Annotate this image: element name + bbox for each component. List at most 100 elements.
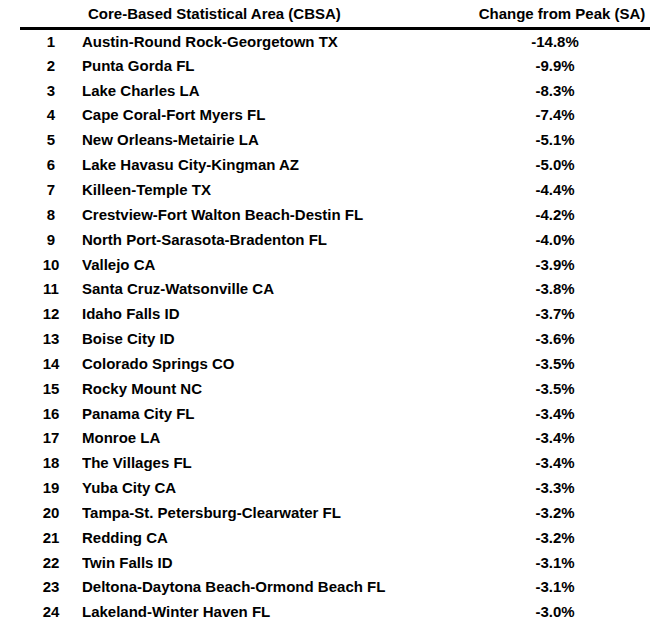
change-cell: -3.5% xyxy=(460,376,650,401)
rank-cell: 10 xyxy=(20,252,82,277)
table-row: 2 Punta Gorda FL -9.9% xyxy=(20,53,650,78)
cbsa-cell: Santa Cruz-Watsonville CA xyxy=(82,276,460,301)
rank-cell: 4 xyxy=(20,103,82,128)
rank-cell: 21 xyxy=(20,525,82,550)
change-cell: -3.2% xyxy=(460,500,650,525)
table-row: 14 Colorado Springs CO -3.5% xyxy=(20,351,650,376)
table-row: 6 Lake Havasu City-Kingman AZ -5.0% xyxy=(20,152,650,177)
rank-cell: 14 xyxy=(20,351,82,376)
header-row: Core-Based Statistical Area (CBSA) Chang… xyxy=(20,0,650,28)
rank-cell: 16 xyxy=(20,401,82,426)
rank-cell: 6 xyxy=(20,152,82,177)
cbsa-cell: Idaho Falls ID xyxy=(82,301,460,326)
cbsa-cell: Lakeland-Winter Haven FL xyxy=(82,599,460,624)
change-cell: -4.4% xyxy=(460,177,650,202)
change-cell: -8.3% xyxy=(460,78,650,103)
rank-cell: 12 xyxy=(20,301,82,326)
cbsa-cell: Boise City ID xyxy=(82,326,460,351)
cbsa-cell: Punta Gorda FL xyxy=(82,53,460,78)
rank-cell: 24 xyxy=(20,599,82,624)
table-row: 10 Vallejo CA -3.9% xyxy=(20,252,650,277)
change-cell: -3.3% xyxy=(460,475,650,500)
change-cell: -5.1% xyxy=(460,127,650,152)
cbsa-cell: Austin-Round Rock-Georgetown TX xyxy=(82,28,460,53)
rank-cell: 1 xyxy=(20,28,82,53)
change-cell: -3.4% xyxy=(460,426,650,451)
change-cell: -3.4% xyxy=(460,401,650,426)
rank-cell: 13 xyxy=(20,326,82,351)
cbsa-cell: Panama City FL xyxy=(82,401,460,426)
cbsa-cell: New Orleans-Metairie LA xyxy=(82,127,460,152)
cbsa-cell: North Port-Sarasota-Bradenton FL xyxy=(82,227,460,252)
rank-cell: 11 xyxy=(20,276,82,301)
rank-cell: 23 xyxy=(20,575,82,600)
table-body: 1 Austin-Round Rock-Georgetown TX -14.8%… xyxy=(20,28,650,624)
cbsa-cell: Redding CA xyxy=(82,525,460,550)
change-cell: -4.0% xyxy=(460,227,650,252)
rank-cell: 18 xyxy=(20,450,82,475)
change-cell: -7.4% xyxy=(460,103,650,128)
table-row: 24 Lakeland-Winter Haven FL -3.0% xyxy=(20,599,650,624)
cbsa-cell: Vallejo CA xyxy=(82,252,460,277)
rank-cell: 20 xyxy=(20,500,82,525)
cbsa-cell: Crestview-Fort Walton Beach-Destin FL xyxy=(82,202,460,227)
table-row: 19 Yuba City CA -3.3% xyxy=(20,475,650,500)
table-row: 8 Crestview-Fort Walton Beach-Destin FL … xyxy=(20,202,650,227)
cbsa-cell: Killeen-Temple TX xyxy=(82,177,460,202)
change-cell: -9.9% xyxy=(460,53,650,78)
table-row: 9 North Port-Sarasota-Bradenton FL -4.0% xyxy=(20,227,650,252)
rank-cell: 19 xyxy=(20,475,82,500)
cbsa-cell: Lake Charles LA xyxy=(82,78,460,103)
change-cell: -3.0% xyxy=(460,599,650,624)
table-row: 4 Cape Coral-Fort Myers FL -7.4% xyxy=(20,103,650,128)
table-row: 22 Twin Falls ID -3.1% xyxy=(20,550,650,575)
table-row: 11 Santa Cruz-Watsonville CA -3.8% xyxy=(20,276,650,301)
cbsa-cell: Yuba City CA xyxy=(82,475,460,500)
table-row: 15 Rocky Mount NC -3.5% xyxy=(20,376,650,401)
rank-cell: 7 xyxy=(20,177,82,202)
cbsa-cell: Rocky Mount NC xyxy=(82,376,460,401)
cbsa-cell: Tampa-St. Petersburg-Clearwater FL xyxy=(82,500,460,525)
change-cell: -4.2% xyxy=(460,202,650,227)
change-column-header: Change from Peak (SA) xyxy=(460,0,650,28)
rank-cell: 22 xyxy=(20,550,82,575)
change-cell: -14.8% xyxy=(460,28,650,53)
table-row: 7 Killeen-Temple TX -4.4% xyxy=(20,177,650,202)
table-row: 21 Redding CA -3.2% xyxy=(20,525,650,550)
cbsa-column-header: Core-Based Statistical Area (CBSA) xyxy=(82,0,460,28)
change-cell: -3.7% xyxy=(460,301,650,326)
table-row: 17 Monroe LA -3.4% xyxy=(20,426,650,451)
table-row: 13 Boise City ID -3.6% xyxy=(20,326,650,351)
change-cell: -5.0% xyxy=(460,152,650,177)
change-cell: -3.4% xyxy=(460,450,650,475)
rank-cell: 17 xyxy=(20,426,82,451)
table-row: 18 The Villages FL -3.4% xyxy=(20,450,650,475)
cbsa-cell: Twin Falls ID xyxy=(82,550,460,575)
table-row: 16 Panama City FL -3.4% xyxy=(20,401,650,426)
change-cell: -3.5% xyxy=(460,351,650,376)
change-cell: -3.1% xyxy=(460,575,650,600)
cbsa-cell: The Villages FL xyxy=(82,450,460,475)
rank-cell: 2 xyxy=(20,53,82,78)
change-cell: -3.9% xyxy=(460,252,650,277)
cbsa-cell: Lake Havasu City-Kingman AZ xyxy=(82,152,460,177)
rank-cell: 15 xyxy=(20,376,82,401)
table-row: 12 Idaho Falls ID -3.7% xyxy=(20,301,650,326)
table-row: 3 Lake Charles LA -8.3% xyxy=(20,78,650,103)
cbsa-change-table: Core-Based Statistical Area (CBSA) Chang… xyxy=(20,0,650,624)
cbsa-cell: Cape Coral-Fort Myers FL xyxy=(82,103,460,128)
rank-cell: 9 xyxy=(20,227,82,252)
change-cell: -3.2% xyxy=(460,525,650,550)
change-cell: -3.8% xyxy=(460,276,650,301)
rank-cell: 3 xyxy=(20,78,82,103)
change-cell: -3.1% xyxy=(460,550,650,575)
cbsa-cell: Deltona-Daytona Beach-Ormond Beach FL xyxy=(82,575,460,600)
cbsa-cell: Colorado Springs CO xyxy=(82,351,460,376)
rank-cell: 8 xyxy=(20,202,82,227)
rank-cell: 5 xyxy=(20,127,82,152)
table-row: 5 New Orleans-Metairie LA -5.1% xyxy=(20,127,650,152)
cbsa-cell: Monroe LA xyxy=(82,426,460,451)
table-row: 20 Tampa-St. Petersburg-Clearwater FL -3… xyxy=(20,500,650,525)
table-header: Core-Based Statistical Area (CBSA) Chang… xyxy=(20,0,650,28)
cbsa-change-table-container: Core-Based Statistical Area (CBSA) Chang… xyxy=(20,0,650,624)
